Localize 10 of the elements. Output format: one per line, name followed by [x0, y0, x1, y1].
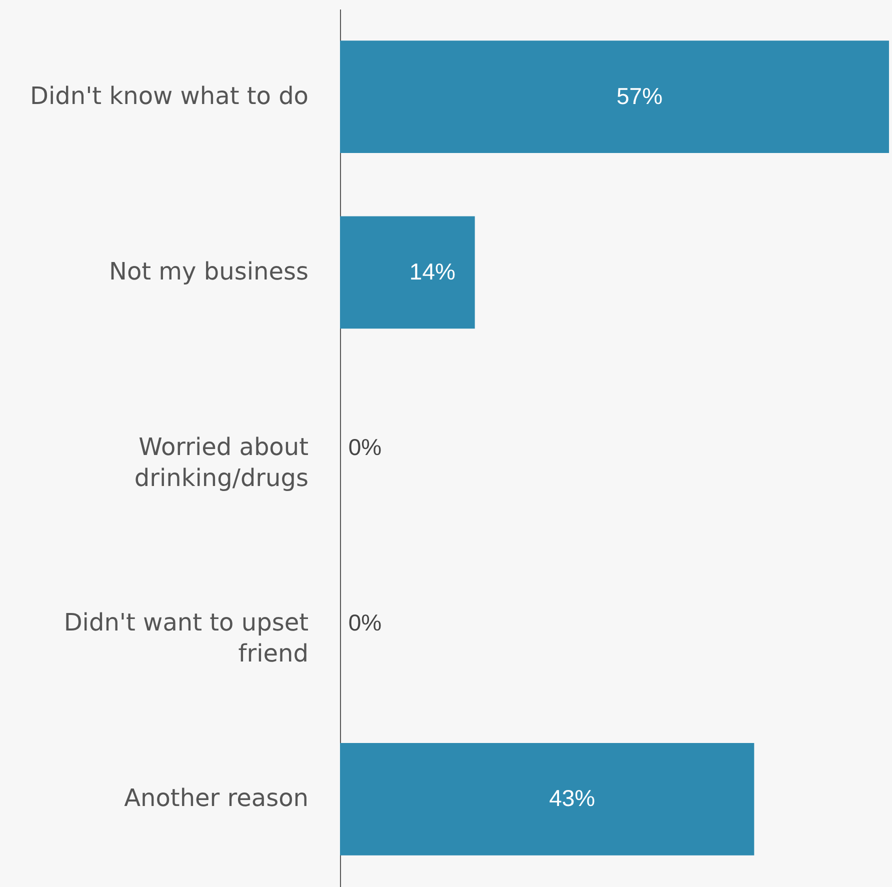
data-label: 0%	[348, 610, 382, 636]
y-tick-label: Not my business	[109, 257, 308, 286]
data-label: 14%	[409, 258, 456, 284]
data-label: 0%	[348, 434, 382, 460]
data-label: 43%	[549, 785, 596, 812]
y-tick-label: Worried about drinking/drugs	[134, 433, 308, 492]
y-tick-label: Another reason	[124, 784, 308, 812]
y-tick-label: Didn't know what to do	[30, 82, 308, 110]
data-label: 57%	[616, 82, 663, 109]
y-tick-label: Didn't want to upset friend	[64, 608, 308, 668]
